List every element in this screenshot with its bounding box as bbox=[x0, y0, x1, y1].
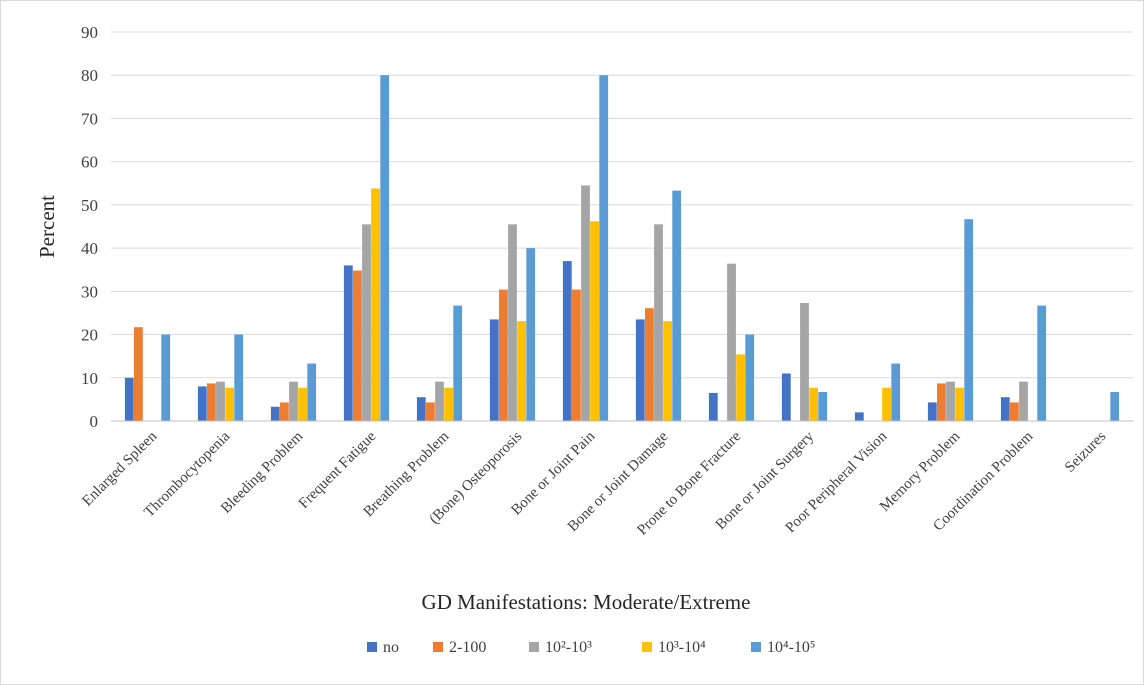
y-tick-label: 30 bbox=[81, 282, 98, 301]
y-tick-label: 90 bbox=[81, 23, 98, 42]
y-tick-label: 70 bbox=[81, 109, 98, 128]
bar bbox=[882, 387, 891, 421]
bar bbox=[946, 381, 955, 421]
y-tick-label: 10 bbox=[81, 369, 98, 388]
bar bbox=[781, 373, 791, 421]
bar bbox=[672, 190, 682, 421]
bar bbox=[307, 363, 317, 421]
y-tick-label: 20 bbox=[81, 326, 98, 345]
bar bbox=[745, 334, 755, 421]
bar bbox=[435, 381, 444, 421]
bar bbox=[161, 334, 171, 421]
bar bbox=[645, 308, 654, 421]
bar bbox=[426, 402, 435, 421]
bar bbox=[1019, 381, 1028, 421]
bar bbox=[499, 289, 508, 421]
bar bbox=[225, 387, 234, 421]
bar bbox=[1037, 305, 1047, 421]
bar bbox=[590, 221, 599, 421]
bar bbox=[818, 392, 828, 421]
legend-label: 2-100 bbox=[449, 639, 486, 656]
bar bbox=[854, 412, 864, 421]
bar bbox=[124, 377, 134, 421]
bar bbox=[581, 185, 590, 421]
bars bbox=[124, 75, 1120, 421]
bar bbox=[1000, 397, 1010, 421]
legend-swatch bbox=[642, 642, 652, 652]
bar bbox=[891, 363, 901, 421]
legend-swatch bbox=[529, 642, 539, 652]
bar bbox=[809, 387, 818, 421]
legend: no 2-100 10²-10³ 10³-10⁴ 10⁴-10⁵ bbox=[367, 639, 815, 656]
y-tick-label: 50 bbox=[81, 196, 98, 215]
bar bbox=[654, 224, 663, 421]
bar bbox=[353, 270, 362, 421]
bar bbox=[134, 327, 143, 421]
bar bbox=[416, 397, 426, 421]
bar bbox=[572, 289, 581, 421]
gridlines bbox=[111, 31, 1133, 379]
bar bbox=[1010, 402, 1019, 421]
bar bbox=[362, 224, 371, 421]
bar bbox=[343, 265, 353, 421]
y-axis-title: Percent bbox=[35, 195, 59, 258]
bar bbox=[197, 386, 207, 421]
bar bbox=[489, 319, 499, 421]
y-axis-ticks: 0 10 20 30 40 50 60 70 80 90 bbox=[81, 23, 98, 431]
legend-swatch bbox=[367, 642, 377, 652]
bar bbox=[562, 261, 572, 421]
bar bbox=[599, 75, 609, 421]
bar bbox=[927, 402, 937, 421]
bar bbox=[517, 321, 526, 421]
y-tick-label: 60 bbox=[81, 153, 98, 172]
bar bbox=[280, 402, 289, 421]
bar bbox=[234, 334, 244, 421]
bar bbox=[937, 383, 946, 421]
y-tick-label: 0 bbox=[90, 412, 99, 431]
bar bbox=[289, 381, 298, 421]
bar bbox=[635, 319, 645, 421]
bar bbox=[270, 406, 280, 421]
bar bbox=[444, 387, 453, 421]
bar bbox=[663, 321, 672, 421]
legend-swatch bbox=[751, 642, 761, 652]
y-tick-label: 80 bbox=[81, 66, 98, 85]
bar bbox=[508, 224, 517, 421]
x-category-label: Seizures bbox=[1062, 428, 1109, 475]
legend-label: 10³-10⁴ bbox=[658, 639, 706, 656]
bar bbox=[207, 383, 216, 421]
x-axis-title: GD Manifestations: Moderate/Extreme bbox=[422, 590, 751, 614]
legend-label: 10²-10³ bbox=[545, 639, 592, 656]
bar bbox=[708, 392, 718, 421]
legend-label: 10⁴-10⁵ bbox=[767, 639, 815, 656]
bar bbox=[964, 219, 974, 421]
x-category-label: Frequent Fatigue bbox=[296, 428, 380, 512]
legend-label: no bbox=[383, 639, 399, 656]
bar bbox=[526, 248, 536, 421]
bar bbox=[1110, 392, 1120, 421]
bar bbox=[380, 75, 390, 421]
y-tick-label: 40 bbox=[81, 239, 98, 258]
bar bbox=[371, 188, 380, 421]
bar bbox=[800, 303, 809, 421]
legend-swatch bbox=[433, 642, 443, 652]
bar bbox=[216, 381, 225, 421]
x-axis-categories: Enlarged SpleenThrombocytopeniaBleeding … bbox=[79, 428, 1109, 538]
bar bbox=[736, 354, 745, 421]
bar bbox=[298, 387, 307, 421]
bar bbox=[727, 263, 736, 421]
bar bbox=[453, 305, 463, 421]
bar bbox=[955, 387, 964, 421]
x-category-label: Enlarged Spleen bbox=[79, 428, 160, 509]
